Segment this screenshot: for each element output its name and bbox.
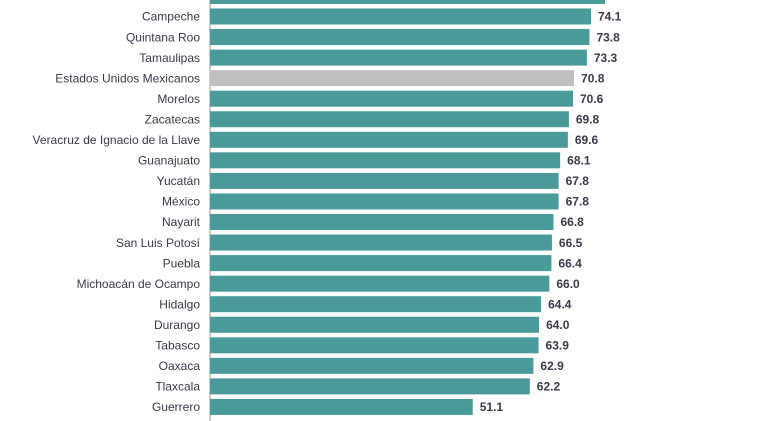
category-label: México bbox=[162, 195, 200, 209]
bar-10 bbox=[210, 214, 554, 230]
bar-0 bbox=[210, 8, 591, 25]
value-label: 67.8 bbox=[566, 174, 590, 188]
category-label: Quintana Roo bbox=[126, 30, 200, 44]
value-label: 69.8 bbox=[576, 112, 600, 126]
bar-4 bbox=[210, 90, 573, 107]
bar-7 bbox=[210, 152, 561, 169]
value-label: 63.9 bbox=[546, 339, 570, 353]
bar-17 bbox=[210, 357, 534, 374]
category-label: Tabasco bbox=[155, 339, 200, 353]
value-label: 66.5 bbox=[559, 236, 583, 250]
value-label: 68.1 bbox=[567, 154, 591, 168]
category-label: Puebla bbox=[163, 256, 201, 270]
value-label: 74.1 bbox=[598, 10, 622, 24]
bar-15 bbox=[210, 316, 540, 333]
bar-8 bbox=[210, 172, 559, 189]
bar-13 bbox=[210, 275, 550, 292]
category-label: Morelos bbox=[157, 92, 200, 106]
value-label: 70.8 bbox=[581, 71, 605, 85]
category-label: Durango bbox=[154, 318, 200, 332]
category-label: Campeche bbox=[142, 10, 200, 24]
value-label: 67.8 bbox=[566, 195, 590, 209]
value-label: 66.0 bbox=[556, 277, 580, 291]
category-label: Guerrero bbox=[152, 400, 200, 414]
bar-9 bbox=[210, 193, 559, 210]
value-label: 73.3 bbox=[594, 51, 618, 65]
category-label: Oaxaca bbox=[159, 359, 201, 373]
value-label: 70.6 bbox=[580, 92, 604, 106]
bar-3 bbox=[210, 70, 575, 87]
value-label: 66.4 bbox=[558, 256, 582, 270]
bar-11 bbox=[210, 234, 552, 251]
value-label: 51.1 bbox=[480, 400, 504, 414]
value-label: 66.8 bbox=[560, 215, 584, 229]
bar-cropped-top bbox=[210, 0, 605, 4]
value-label: 62.2 bbox=[537, 380, 561, 394]
bar-5 bbox=[210, 111, 569, 128]
value-label: 64.0 bbox=[546, 318, 570, 332]
bar-19 bbox=[210, 398, 473, 415]
category-label: Zacatecas bbox=[145, 112, 200, 126]
value-label: 69.6 bbox=[575, 133, 599, 147]
category-label: Hidalgo bbox=[159, 297, 200, 311]
category-label: Tlaxcala bbox=[155, 380, 200, 394]
value-label: 64.4 bbox=[548, 297, 572, 311]
category-label: Estados Unidos Mexicanos bbox=[55, 71, 200, 85]
category-label: Michoacán de Ocampo bbox=[77, 277, 201, 291]
category-label: Nayarit bbox=[162, 215, 201, 229]
bar-12 bbox=[210, 255, 552, 272]
bar-1 bbox=[210, 29, 590, 46]
category-label: Tamaulipas bbox=[139, 51, 200, 65]
bar-2 bbox=[210, 49, 587, 66]
category-label: Guanajuato bbox=[138, 154, 200, 168]
value-label: 62.9 bbox=[540, 359, 564, 373]
category-label: Yucatán bbox=[157, 174, 200, 188]
category-label: Veracruz de Ignacio de la Llave bbox=[33, 133, 201, 147]
bar-18 bbox=[210, 378, 530, 395]
category-label: San Luis Potosí bbox=[116, 236, 201, 250]
bar-14 bbox=[210, 296, 542, 313]
value-label: 73.8 bbox=[596, 30, 620, 44]
bar-6 bbox=[210, 131, 568, 148]
bar-16 bbox=[210, 337, 539, 354]
